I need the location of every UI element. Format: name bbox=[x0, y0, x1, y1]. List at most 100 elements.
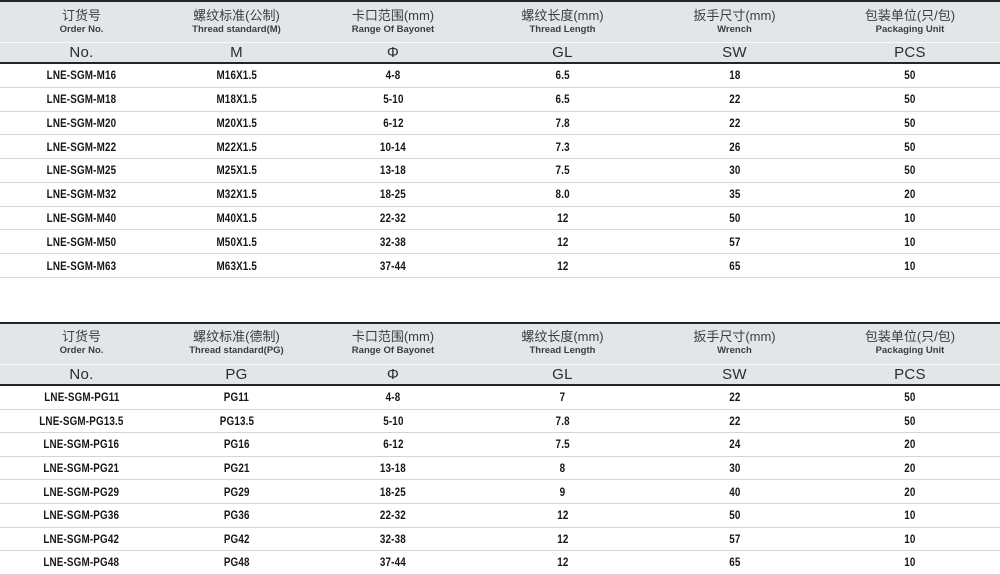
cell-order-no: LNE-SGM-M32 bbox=[0, 183, 163, 206]
wrench-size-value: 22 bbox=[728, 92, 741, 107]
cell-thread-length: 12 bbox=[476, 528, 649, 551]
cell-bayonet-range: 22-32 bbox=[310, 504, 476, 527]
bayonet-range-value: 18-25 bbox=[379, 484, 406, 499]
order-no-value: LNE-SGM-PG36 bbox=[43, 508, 120, 523]
cell-thread-length: 8 bbox=[476, 457, 649, 480]
bayonet-range-value: 37-44 bbox=[379, 555, 406, 570]
table-row: LNE-SGM-PG42 PG42 32-38 12 57 10 bbox=[0, 527, 1000, 552]
column-header-chinese: 螺纹标准(公制) bbox=[193, 7, 280, 23]
bayonet-range-value: 18-25 bbox=[379, 187, 406, 202]
thread-length-value: 7.8 bbox=[555, 413, 570, 428]
thread-length-value: 7.8 bbox=[555, 115, 570, 130]
table-row: LNE-SGM-M20 M20X1.5 6-12 7.8 22 50 bbox=[0, 111, 1000, 136]
thread-length-value: 12 bbox=[556, 555, 569, 570]
pg-thread-table: 订货号 Order No. 螺纹标准(德制) Thread standard(P… bbox=[0, 321, 1000, 575]
cell-thread-standard: PG21 bbox=[163, 457, 310, 480]
packaging-unit-value: 20 bbox=[904, 461, 916, 476]
thread-length-value: 7 bbox=[559, 390, 566, 405]
thread-length-value: 12 bbox=[556, 210, 569, 225]
cell-wrench-size: 50 bbox=[649, 207, 820, 230]
cell-packaging-unit: 20 bbox=[820, 183, 1000, 206]
cell-order-no: LNE-SGM-PG29 bbox=[0, 480, 163, 503]
cell-thread-standard: PG36 bbox=[163, 504, 310, 527]
column-header-chinese: 订货号 bbox=[61, 329, 101, 345]
thread-standard-value: M22X1.5 bbox=[216, 139, 257, 154]
bayonet-range-value: 4-8 bbox=[385, 68, 401, 83]
table-row: LNE-SGM-M18 M18X1.5 5-10 6.5 22 50 bbox=[0, 87, 1000, 112]
packaging-unit-value: 50 bbox=[904, 413, 916, 428]
column-symbol-label: SW bbox=[722, 44, 747, 61]
wrench-size-value: 18 bbox=[728, 68, 741, 83]
thread-length-value: 8.0 bbox=[555, 187, 570, 202]
cell-thread-standard: M16X1.5 bbox=[163, 64, 310, 87]
order-no-value: LNE-SGM-PG11 bbox=[43, 390, 120, 405]
column-symbol: Φ bbox=[310, 43, 476, 62]
metric-header-title-row: 订货号 Order No. 螺纹标准(公制) Thread standard(M… bbox=[0, 2, 1000, 43]
cell-bayonet-range: 32-38 bbox=[310, 230, 476, 253]
thread-standard-value: M18X1.5 bbox=[216, 92, 257, 107]
column-symbol: PG bbox=[163, 365, 310, 384]
table-row: LNE-SGM-M32 M32X1.5 18-25 8.0 35 20 bbox=[0, 182, 1000, 207]
column-header-chinese: 螺纹长度(mm) bbox=[521, 329, 604, 345]
cell-thread-length: 7.8 bbox=[476, 112, 649, 135]
column-header: 卡口范围(mm) Range Of Bayonet bbox=[310, 324, 476, 364]
column-header: 订货号 Order No. bbox=[0, 2, 163, 42]
thread-standard-value: PG42 bbox=[223, 531, 250, 546]
column-symbol-label: PG bbox=[225, 365, 248, 383]
wrench-size-value: 30 bbox=[728, 461, 741, 476]
table-row: LNE-SGM-M22 M22X1.5 10-14 7.3 26 50 bbox=[0, 135, 1000, 160]
column-symbol-label: GL bbox=[552, 365, 573, 383]
column-header-english: Range Of Bayonet bbox=[351, 345, 435, 357]
packaging-unit-value: 10 bbox=[904, 258, 916, 273]
column-symbol: Φ bbox=[310, 365, 476, 384]
packaging-unit-value: 50 bbox=[904, 68, 916, 83]
cell-thread-length: 12 bbox=[476, 207, 649, 230]
packaging-unit-value: 50 bbox=[904, 115, 916, 130]
table-row: LNE-SGM-PG21 PG21 13-18 8 30 20 bbox=[0, 456, 1000, 481]
cell-order-no: LNE-SGM-M50 bbox=[0, 230, 163, 253]
bayonet-range-value: 6-12 bbox=[382, 437, 404, 452]
column-symbol-label: PCS bbox=[894, 44, 926, 61]
cell-thread-length: 9 bbox=[476, 480, 649, 503]
wrench-size-value: 35 bbox=[728, 187, 741, 202]
cell-order-no: LNE-SGM-PG16 bbox=[0, 433, 163, 456]
cell-order-no: LNE-SGM-PG13.5 bbox=[0, 410, 163, 433]
cell-thread-length: 7.3 bbox=[476, 135, 649, 158]
cell-thread-standard: M63X1.5 bbox=[163, 254, 310, 277]
order-no-value: LNE-SGM-PG13.5 bbox=[39, 413, 124, 428]
thread-standard-value: PG48 bbox=[223, 555, 250, 570]
table-row: LNE-SGM-PG36 PG36 22-32 12 50 10 bbox=[0, 503, 1000, 528]
cell-thread-standard: M40X1.5 bbox=[163, 207, 310, 230]
thread-standard-value: M25X1.5 bbox=[216, 163, 257, 178]
cell-bayonet-range: 37-44 bbox=[310, 551, 476, 574]
cell-packaging-unit: 10 bbox=[820, 551, 1000, 574]
column-header-chinese: 螺纹长度(mm) bbox=[521, 7, 604, 23]
cell-thread-length: 7.8 bbox=[476, 410, 649, 433]
packaging-unit-value: 50 bbox=[904, 92, 916, 107]
bayonet-range-value: 10-14 bbox=[379, 139, 406, 154]
cell-thread-standard: M18X1.5 bbox=[163, 88, 310, 111]
cell-wrench-size: 50 bbox=[649, 504, 820, 527]
cell-packaging-unit: 50 bbox=[820, 112, 1000, 135]
pg-table-header: 订货号 Order No. 螺纹标准(德制) Thread standard(P… bbox=[0, 321, 1000, 386]
order-no-value: LNE-SGM-M40 bbox=[46, 210, 117, 225]
cell-packaging-unit: 10 bbox=[820, 254, 1000, 277]
wrench-size-value: 57 bbox=[728, 531, 741, 546]
column-header: 扳手尺寸(mm) Wrench bbox=[649, 2, 820, 42]
column-symbol: PCS bbox=[820, 365, 1000, 384]
column-symbol-label: PCS bbox=[894, 365, 926, 383]
table-row: LNE-SGM-PG29 PG29 18-25 9 40 20 bbox=[0, 480, 1000, 504]
wrench-size-value: 65 bbox=[728, 258, 741, 273]
cell-wrench-size: 18 bbox=[649, 64, 820, 87]
packaging-unit-value: 50 bbox=[904, 139, 916, 154]
column-header-chinese: 订货号 bbox=[61, 7, 101, 23]
cell-packaging-unit: 10 bbox=[820, 528, 1000, 551]
column-symbol-label: No. bbox=[69, 44, 94, 61]
cell-thread-standard: M32X1.5 bbox=[163, 183, 310, 206]
column-header-english: Thread Length bbox=[529, 23, 596, 35]
wrench-size-value: 65 bbox=[728, 555, 741, 570]
table-separator-gap bbox=[0, 277, 1000, 322]
cell-wrench-size: 65 bbox=[649, 551, 820, 574]
cell-bayonet-range: 22-32 bbox=[310, 207, 476, 230]
column-symbol: No. bbox=[0, 365, 163, 384]
